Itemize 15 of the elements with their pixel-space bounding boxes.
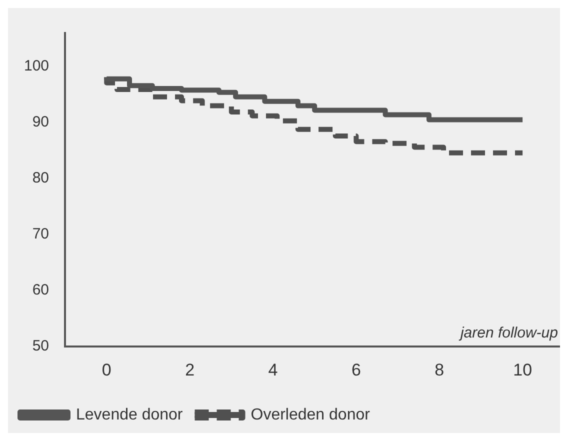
x-tick-label: 8 (434, 360, 444, 380)
legend-label: Levende donor (76, 406, 184, 424)
y-tick-label: 90 (32, 114, 50, 131)
x-axis-title: jaren follow-up (458, 324, 558, 342)
x-tick-label: 4 (268, 360, 278, 380)
y-tick-label: 100 (24, 58, 50, 75)
x-tick-label: 0 (102, 360, 112, 380)
x-tick-label: 6 (351, 360, 361, 380)
x-tick-label: 2 (185, 360, 195, 380)
legend-label: Overleden donor (250, 406, 371, 424)
y-tick-label: 50 (32, 338, 50, 355)
x-tick-label: 10 (513, 360, 532, 380)
y-tick-label: 80 (32, 170, 50, 187)
y-tick-label: 70 (32, 226, 50, 243)
y-tick-label: 60 (32, 282, 50, 299)
